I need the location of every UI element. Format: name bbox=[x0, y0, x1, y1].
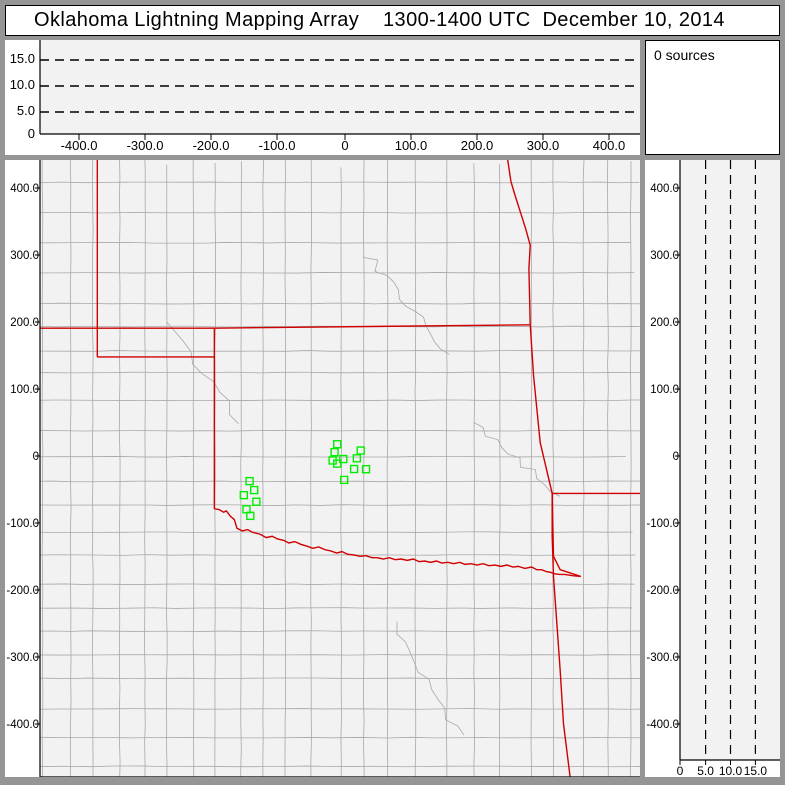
svg-text:0: 0 bbox=[28, 126, 35, 141]
svg-text:200.0: 200.0 bbox=[461, 138, 494, 153]
svg-text:-100.0: -100.0 bbox=[259, 138, 296, 153]
svg-text:15.0: 15.0 bbox=[10, 51, 35, 66]
svg-text:15.0: 15.0 bbox=[744, 764, 768, 777]
svg-text:0: 0 bbox=[33, 451, 39, 463]
svg-text:10.0: 10.0 bbox=[10, 77, 35, 92]
svg-text:5.0: 5.0 bbox=[17, 103, 35, 118]
svg-text:10.0: 10.0 bbox=[719, 764, 743, 777]
svg-text:-300.0: -300.0 bbox=[127, 138, 164, 153]
svg-text:200.0: 200.0 bbox=[10, 317, 39, 329]
svg-text:100.0: 100.0 bbox=[650, 384, 679, 396]
svg-text:-400.0: -400.0 bbox=[61, 138, 98, 153]
svg-text:300.0: 300.0 bbox=[650, 250, 679, 262]
svg-text:0: 0 bbox=[341, 138, 348, 153]
svg-text:-300.0: -300.0 bbox=[646, 652, 679, 664]
svg-text:300.0: 300.0 bbox=[527, 138, 560, 153]
svg-text:-300.0: -300.0 bbox=[6, 652, 39, 664]
svg-text:200.0: 200.0 bbox=[650, 317, 679, 329]
svg-text:-400.0: -400.0 bbox=[6, 719, 39, 731]
svg-text:0: 0 bbox=[673, 451, 679, 463]
svg-text:-100.0: -100.0 bbox=[646, 518, 679, 530]
svg-text:400.0: 400.0 bbox=[593, 138, 626, 153]
svg-text:400.0: 400.0 bbox=[650, 183, 679, 195]
svg-text:5.0: 5.0 bbox=[697, 764, 714, 777]
svg-text:-200.0: -200.0 bbox=[646, 585, 679, 597]
svg-text:400.0: 400.0 bbox=[10, 183, 39, 195]
svg-text:-200.0: -200.0 bbox=[193, 138, 230, 153]
svg-text:-400.0: -400.0 bbox=[646, 719, 679, 731]
svg-text:300.0: 300.0 bbox=[10, 250, 39, 262]
svg-text:0: 0 bbox=[677, 764, 684, 777]
svg-text:100.0: 100.0 bbox=[10, 384, 39, 396]
svg-text:-200.0: -200.0 bbox=[6, 585, 39, 597]
svg-text:100.0: 100.0 bbox=[395, 138, 428, 153]
svg-text:-100.0: -100.0 bbox=[6, 518, 39, 530]
